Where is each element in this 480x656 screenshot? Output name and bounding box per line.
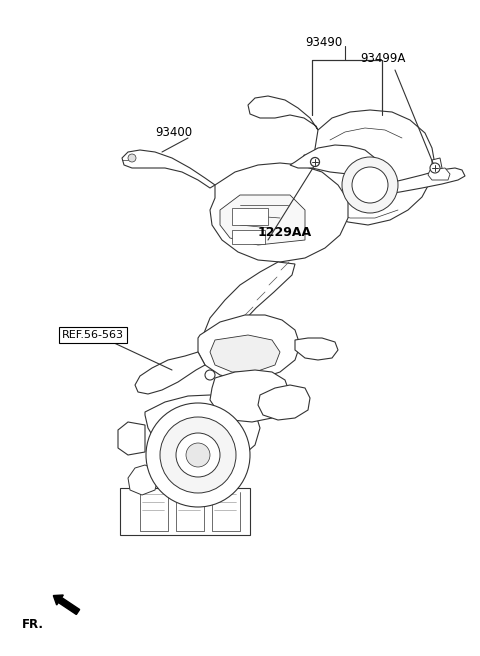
FancyArrow shape	[53, 595, 80, 615]
Polygon shape	[210, 163, 348, 262]
Text: 93499A: 93499A	[360, 52, 406, 65]
Polygon shape	[428, 168, 450, 180]
Polygon shape	[210, 370, 290, 422]
Text: 93490: 93490	[305, 36, 342, 49]
Circle shape	[160, 417, 236, 493]
Polygon shape	[122, 150, 215, 188]
Polygon shape	[348, 168, 465, 200]
Circle shape	[430, 163, 440, 173]
Circle shape	[342, 157, 398, 213]
Polygon shape	[248, 96, 318, 130]
Polygon shape	[128, 465, 158, 495]
Polygon shape	[258, 385, 310, 420]
Polygon shape	[290, 145, 375, 174]
Polygon shape	[120, 488, 250, 535]
Polygon shape	[432, 158, 442, 175]
Circle shape	[146, 403, 250, 507]
Text: FR.: FR.	[22, 618, 44, 631]
Circle shape	[352, 167, 388, 203]
Circle shape	[186, 443, 210, 467]
Circle shape	[128, 154, 136, 162]
Circle shape	[176, 433, 220, 477]
Polygon shape	[198, 315, 300, 380]
Polygon shape	[118, 422, 145, 455]
Polygon shape	[220, 195, 305, 245]
Text: 1229AA: 1229AA	[258, 226, 312, 239]
Polygon shape	[210, 335, 280, 372]
Polygon shape	[232, 230, 265, 244]
Polygon shape	[135, 352, 205, 394]
Text: 93400: 93400	[155, 126, 192, 139]
Circle shape	[311, 157, 320, 167]
Polygon shape	[295, 338, 338, 360]
Polygon shape	[302, 155, 311, 170]
Text: REF.56-563: REF.56-563	[62, 330, 124, 340]
Polygon shape	[145, 395, 260, 465]
Polygon shape	[202, 262, 295, 355]
Circle shape	[205, 370, 215, 380]
Polygon shape	[232, 208, 268, 225]
Polygon shape	[311, 110, 435, 225]
